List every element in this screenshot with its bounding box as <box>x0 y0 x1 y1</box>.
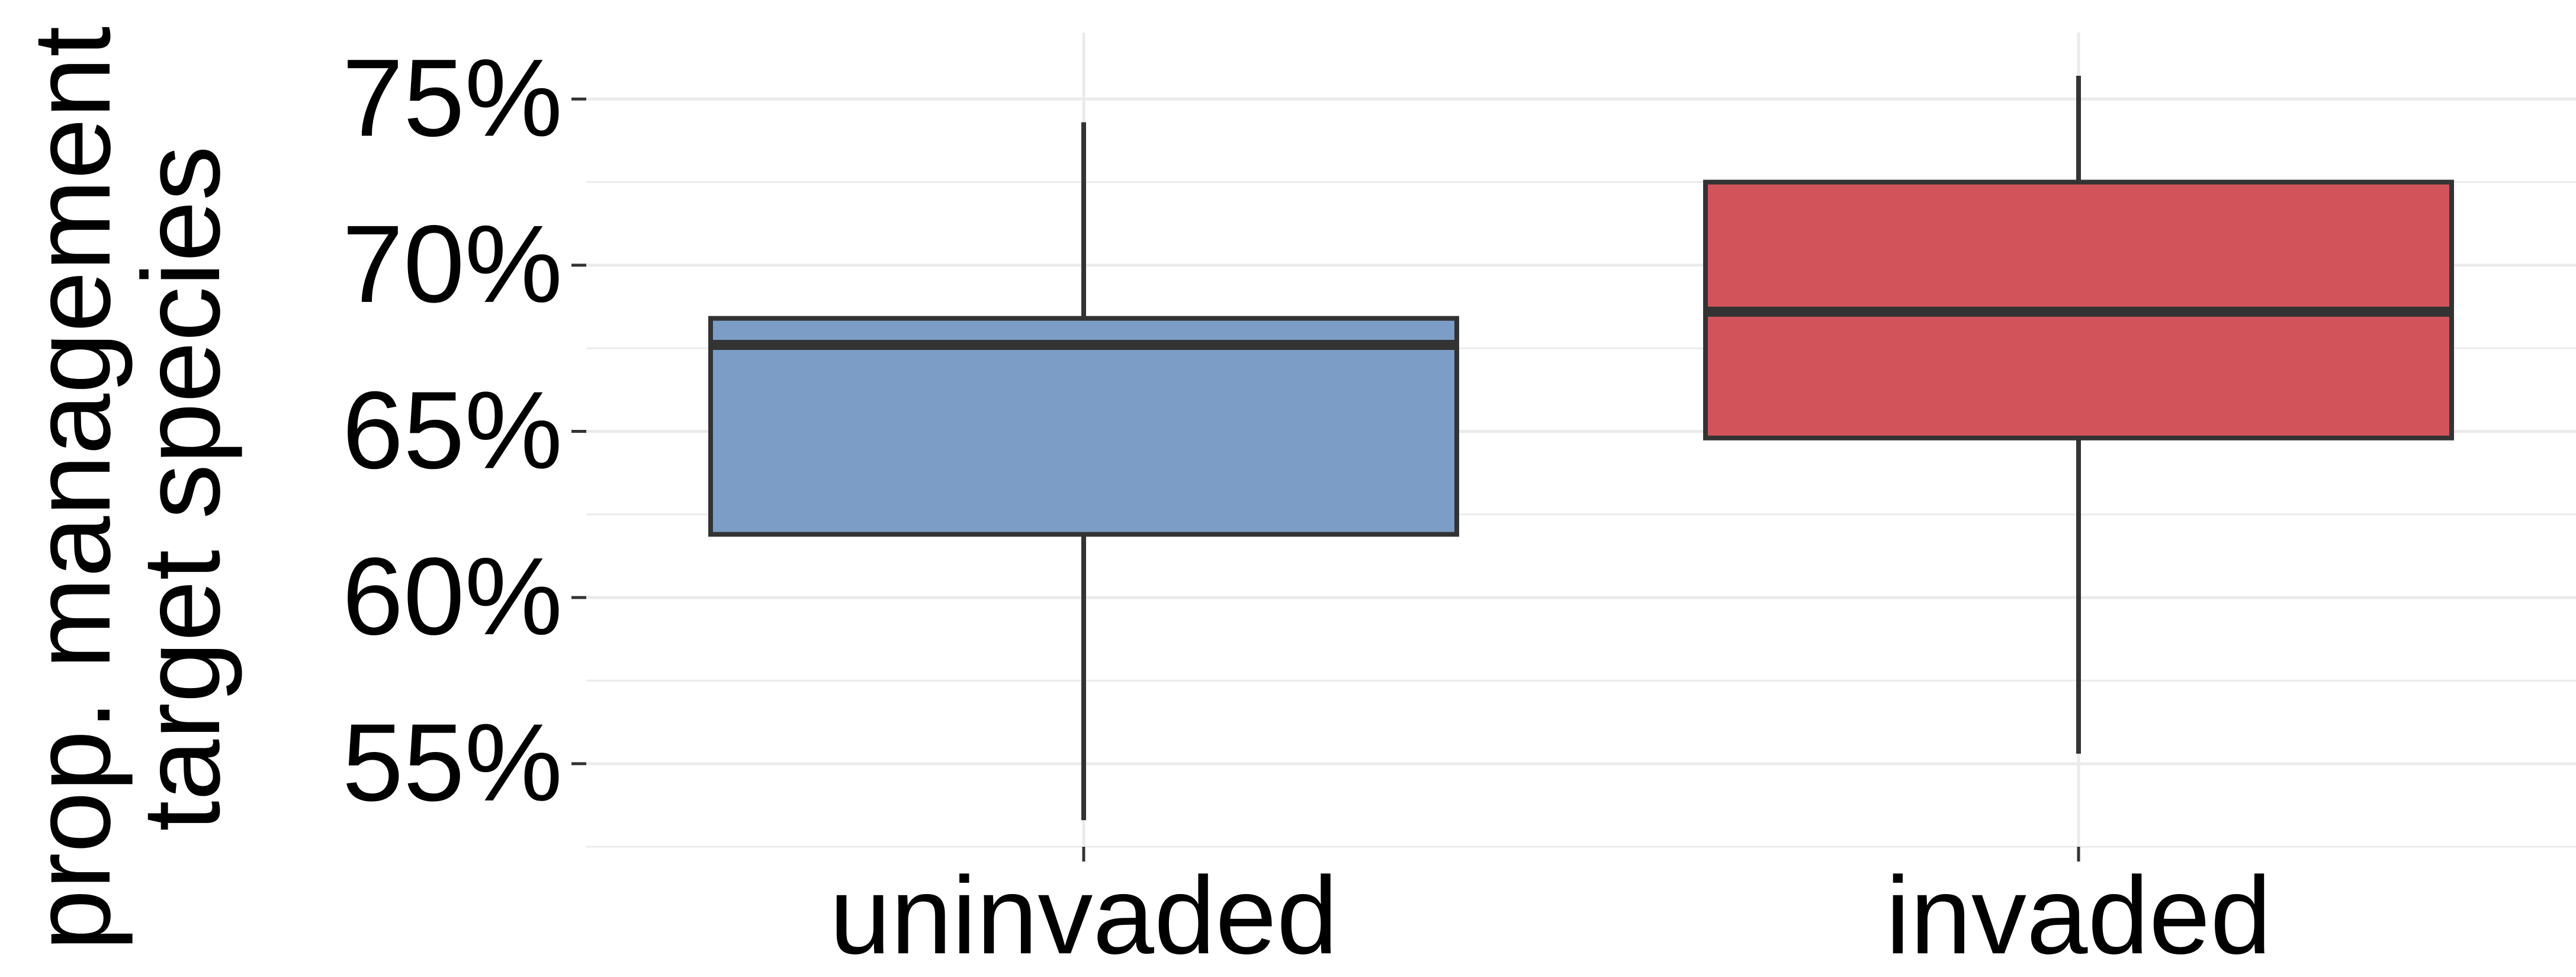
y-tick-label: 60% <box>342 535 563 658</box>
y-tick-label: 55% <box>342 702 563 824</box>
x-tick-label: uninvaded <box>830 854 1338 977</box>
box-layer <box>708 75 2454 821</box>
y-axis-title-line-2: target species <box>120 146 243 831</box>
y-tick-label: 75% <box>342 37 563 159</box>
box-uninvaded <box>708 316 1459 537</box>
y-tick-label: 70% <box>342 203 563 326</box>
axis-layer: 55% 60% 65% 70% 75% uninvaded invaded <box>342 37 2272 977</box>
y-axis-title-line-1: prop. management <box>11 26 133 950</box>
y-tick-label: 65% <box>342 369 563 491</box>
x-tick-label: invaded <box>1886 854 2272 977</box>
